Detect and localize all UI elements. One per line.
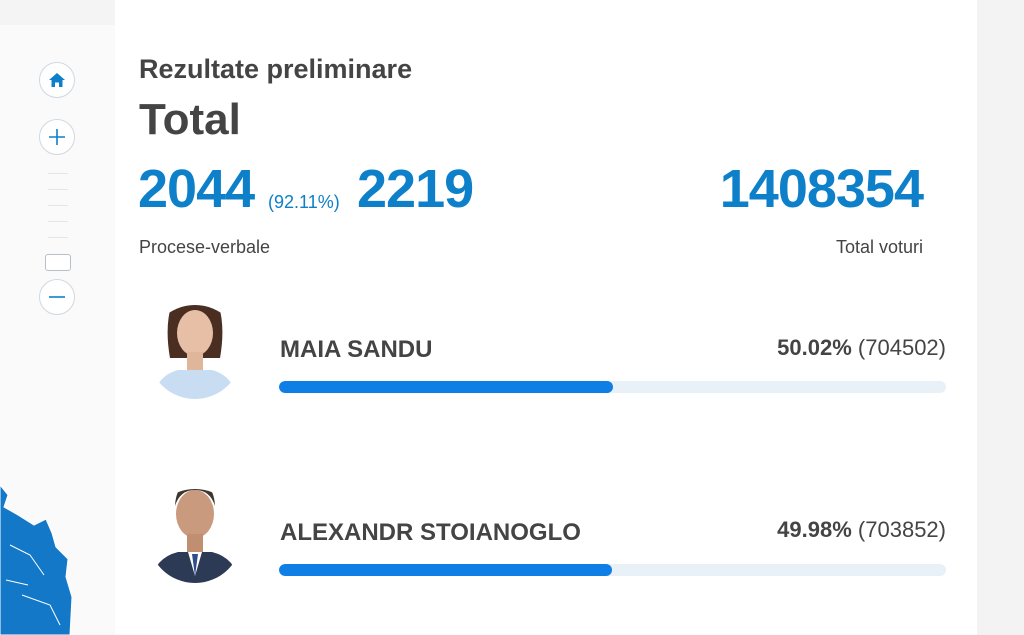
candidate-result: 50.02% (704502) <box>777 335 946 361</box>
votes-label: Total voturi <box>835 237 923 257</box>
zoom-tick <box>48 205 68 206</box>
total-reports-count: 2219 <box>357 159 474 219</box>
map-panel[interactable] <box>0 25 115 635</box>
home-icon <box>49 73 65 87</box>
zoom-tick <box>48 173 68 174</box>
zoom-tick <box>48 189 68 190</box>
zoom-in-icon <box>49 129 65 145</box>
zoom-in-button[interactable] <box>39 119 75 155</box>
processed-percent: (92.11%) <box>268 192 340 212</box>
page-background-strip <box>977 0 1024 635</box>
zoom-out-icon <box>49 296 65 298</box>
candidate-percent: 49.98% <box>777 517 852 542</box>
zoom-tick <box>48 221 68 222</box>
reports-label: Procese-verbale <box>139 237 271 257</box>
page-subtitle: Rezultate preliminare <box>139 54 413 84</box>
candidate-votes: (704502) <box>857 335 946 360</box>
candidate-result: 49.98% (703852) <box>777 517 946 543</box>
page-title: Total <box>139 95 241 144</box>
candidate-photo <box>148 305 242 399</box>
vote-share-fill <box>279 564 613 576</box>
zoom-slider-handle[interactable] <box>45 254 71 271</box>
home-button[interactable] <box>39 62 75 98</box>
total-votes-count: 1408354 <box>719 159 924 219</box>
processed-count: 2044 <box>138 159 255 219</box>
results-card: Rezultate preliminare Total 2044 (92.11%… <box>115 0 977 635</box>
zoom-tick <box>48 237 68 238</box>
candidate-photo <box>148 489 242 583</box>
vote-share-bar <box>279 564 946 576</box>
vote-share-fill <box>279 381 613 393</box>
candidate-percent: 50.02% <box>777 335 852 360</box>
candidate-votes: (703852) <box>857 517 946 542</box>
map-region[interactable] <box>0 485 115 635</box>
candidate-name: ALEXANDR STOIANOGLO <box>280 519 581 546</box>
candidate-name: MAIA SANDU <box>280 336 433 363</box>
zoom-out-button[interactable] <box>39 279 75 315</box>
vote-share-bar <box>279 381 946 393</box>
